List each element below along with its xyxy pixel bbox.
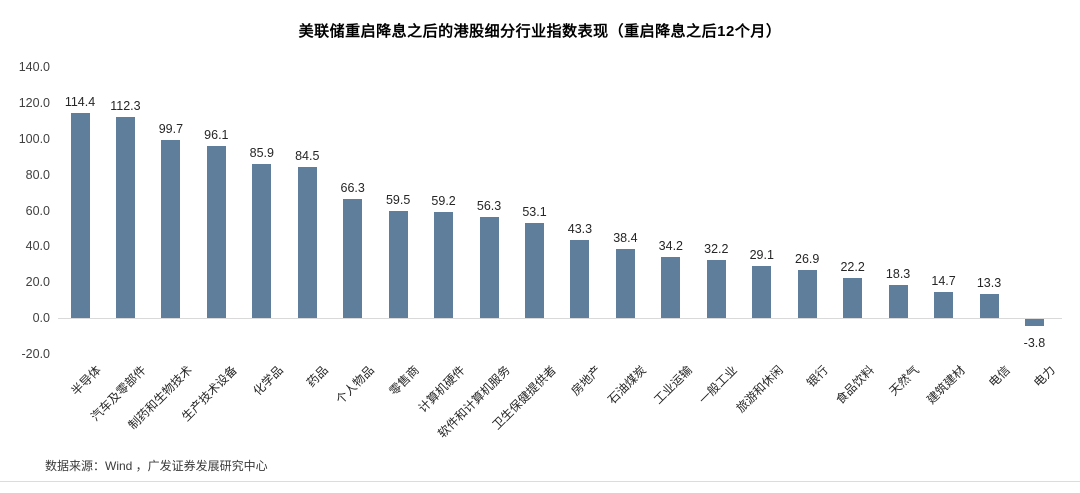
bar [206,145,226,318]
bar [797,269,817,318]
bar-value-label: 59.2 [431,194,456,209]
bar-value-label: 56.3 [476,199,502,214]
bar-value-label: 22.2 [840,260,865,275]
data-source-note: 数据来源：Wind ，广发证券发展研究中心 [45,459,268,473]
bar [979,294,999,318]
bar-value-label: 13.3 [976,276,1002,291]
y-axis-tick-label: 120.0 [18,96,50,111]
y-axis-tick-label: 0.0 [32,311,50,325]
y-axis-tick-label: 40.0 [25,239,50,254]
bar [252,164,272,318]
bar-value-label: 96.1 [204,127,229,142]
y-axis-tick-label: 80.0 [25,167,50,182]
bar [843,278,863,318]
bar [161,139,181,318]
bar [888,285,908,318]
bar-value-label: 66.3 [340,181,365,196]
chart-title: 美联储重启降息之后的港股细分行业指数表现（重启降息之后12个月） [298,23,782,40]
bar [115,116,135,318]
x-axis-baseline [58,318,1062,319]
bar [570,240,590,318]
bar-value-label: 59.5 [385,193,411,208]
bar-value-label: 112.3 [110,98,141,113]
bar-value-label: 34.2 [658,238,684,253]
bar [706,260,726,318]
y-axis-tick-label: 20.0 [25,275,50,290]
y-axis-tick-label: 140.0 [18,60,50,75]
bar [661,256,681,318]
bar [479,217,499,318]
bar [615,249,635,318]
bar-chart-plot-area: 140.0 120.0 100.0 80.0 60.0 40.0 20.0 0.0 -20.0 1… [18,60,1062,441]
bar-value-label: 43.3 [567,222,593,237]
bar [434,212,454,318]
bar-value-label: 53.1 [522,204,547,219]
bar-value-label: 26.9 [795,251,820,266]
bar-value-label: -3.8 [1023,335,1046,350]
bar-value-label: 99.7 [158,121,184,136]
bar-value-label: 114.4 [64,95,96,110]
bar [388,211,408,318]
bar-value-label: 84.5 [295,148,320,163]
bar [70,113,90,318]
y-axis-tick-label: 60.0 [25,203,50,218]
bar [525,222,544,318]
bar [934,291,954,318]
bar [297,166,317,318]
bar-value-label: 14.7 [931,273,956,288]
y-axis-tick-label: -20.0 [21,346,51,361]
bar-value-label: 85.9 [249,146,274,161]
bar-value-label: 18.3 [885,267,911,282]
bar-value-label: 32.2 [704,242,729,257]
bar [1024,319,1044,326]
bar-value-label: 29.1 [749,247,774,262]
bar [343,199,363,318]
y-axis-tick-label: 100.0 [18,132,50,146]
bar [752,265,772,318]
bar-value-label: 38.4 [613,231,638,246]
